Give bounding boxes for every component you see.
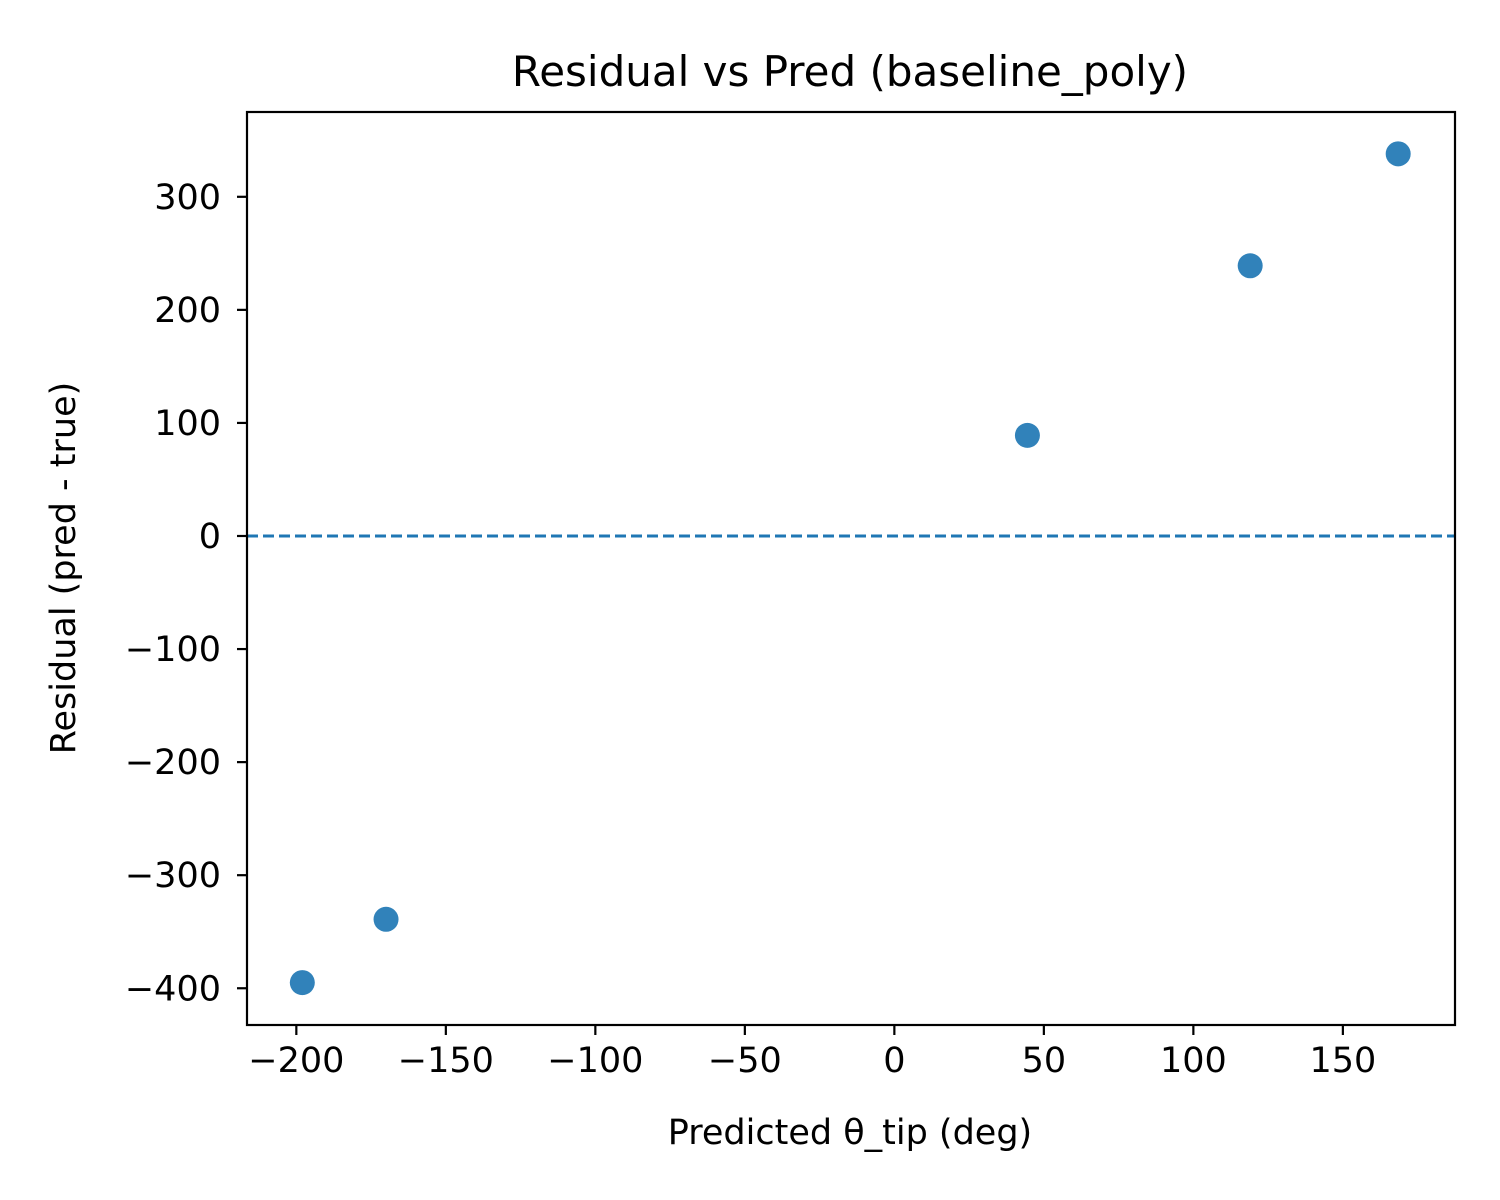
data-point-2 — [373, 906, 399, 932]
y-tick-label: −400 — [125, 969, 221, 1009]
x-tick-label: −150 — [398, 1041, 494, 1081]
x-axis-label: Predicted θ_tip (deg) — [668, 1113, 1032, 1153]
data-point-4 — [1237, 253, 1263, 279]
x-tick-label: −50 — [708, 1041, 782, 1081]
y-tick-label: 100 — [154, 404, 221, 444]
y-tick-label: −300 — [125, 856, 221, 896]
y-axis-label: Residual (pred - true) — [44, 382, 84, 755]
x-tick-label: −100 — [547, 1041, 643, 1081]
y-tick-label: −100 — [125, 630, 221, 670]
x-tick-label: 50 — [1022, 1041, 1067, 1081]
plot-area — [247, 141, 1455, 996]
data-point-1 — [289, 970, 315, 996]
y-tick-label: 200 — [154, 291, 221, 331]
x-axis-ticks: −200 −150 −100 −50 0 50 100 150 — [248, 1025, 1376, 1081]
x-tick-label: −200 — [248, 1041, 344, 1081]
x-tick-label: 0 — [883, 1041, 905, 1081]
x-tick-label: 150 — [1309, 1041, 1376, 1081]
y-tick-label: 300 — [154, 178, 221, 218]
y-tick-label: −200 — [125, 743, 221, 783]
y-axis-ticks: −400 −300 −200 −100 0 100 200 300 — [125, 178, 247, 1009]
axes-frame — [245, 110, 1457, 1027]
y-tick-label: 0 — [199, 517, 221, 557]
data-point-3 — [1014, 422, 1040, 448]
chart-title: Residual vs Pred (baseline_poly) — [512, 47, 1188, 96]
x-tick-label: 100 — [1160, 1041, 1227, 1081]
data-point-5 — [1385, 141, 1411, 167]
